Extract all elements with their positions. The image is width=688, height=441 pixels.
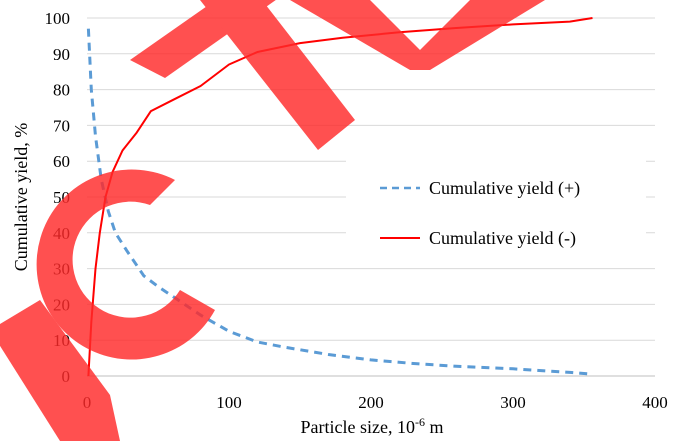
legend-label-plus: Cumulative yield (+)	[429, 178, 580, 199]
x-tick-label: 100	[216, 393, 242, 412]
y-tick-label: 60	[53, 152, 70, 171]
watermark-stroke-1	[0, 300, 120, 441]
legend-label-minus: Cumulative yield (-)	[429, 228, 576, 249]
x-tick-label: 300	[500, 393, 526, 412]
y-axis-title: Cumulative yield, %	[11, 123, 31, 271]
watermark	[0, 0, 545, 441]
y-tick-label: 90	[53, 45, 70, 64]
y-tick-label: 100	[45, 9, 71, 28]
x-tick-label: 400	[642, 393, 668, 412]
legend: Cumulative yield (+) Cumulative yield (-…	[346, 160, 646, 265]
x-axis-title: Particle size, 10-6 m	[301, 415, 444, 437]
watermark-stroke-4	[290, 0, 545, 70]
y-tick-label: 80	[53, 81, 70, 100]
y-tick-label: 70	[53, 116, 70, 135]
x-tick-label: 200	[358, 393, 384, 412]
legend-box	[346, 160, 646, 265]
watermark-stroke-3	[200, 0, 355, 150]
watermark-stroke-5	[36, 169, 215, 360]
